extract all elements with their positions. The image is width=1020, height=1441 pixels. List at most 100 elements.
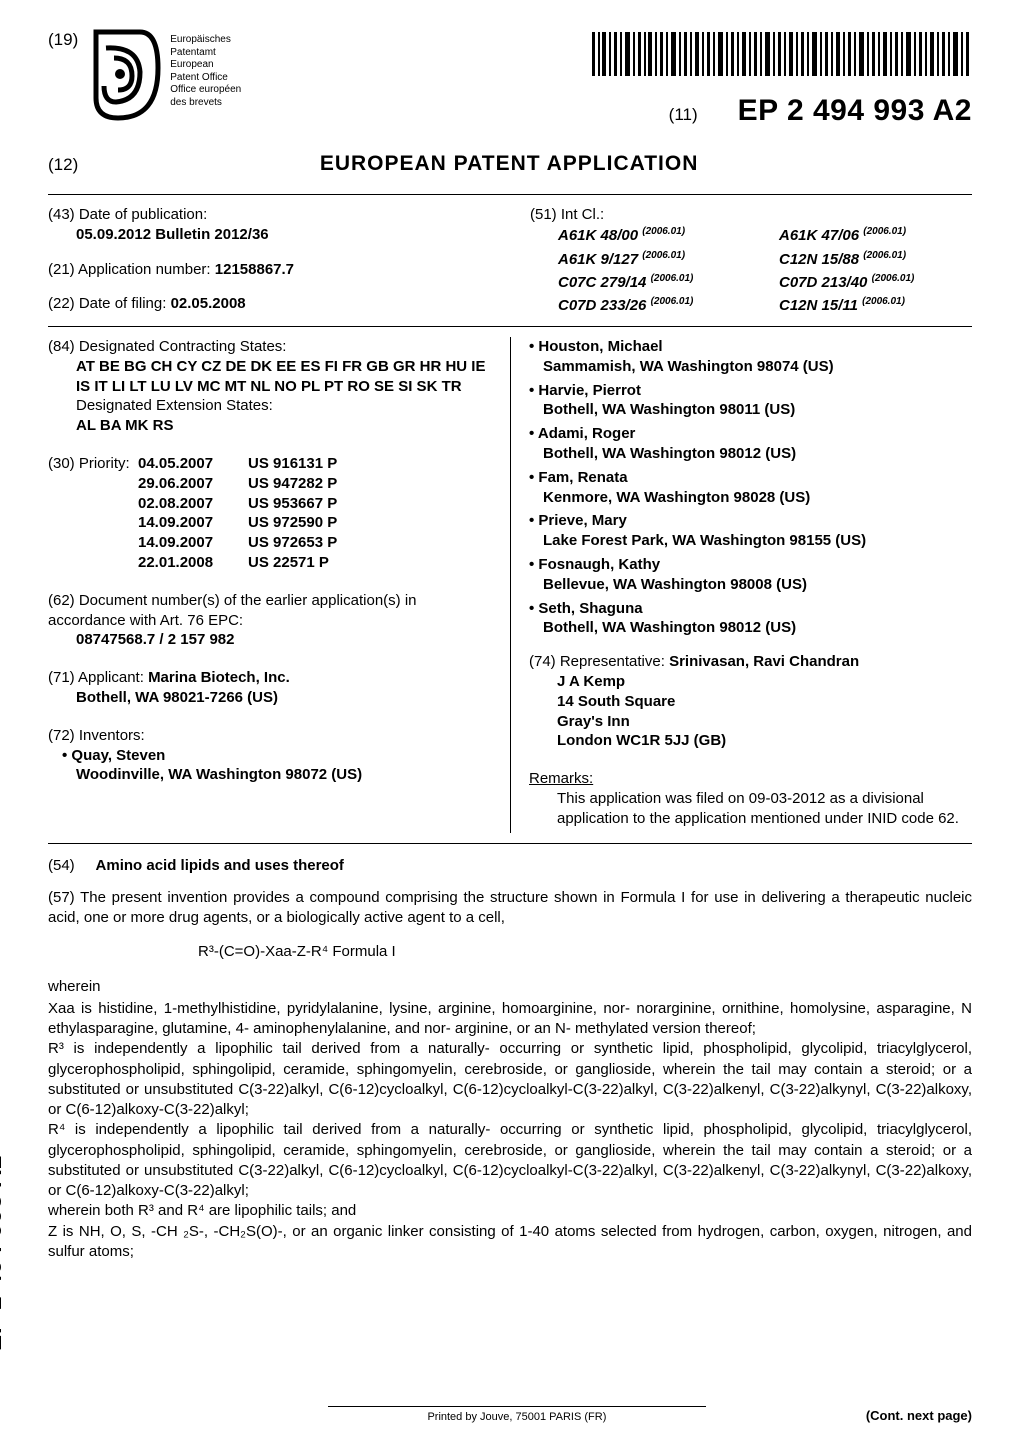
field-22-value: 02.05.2008: [171, 295, 246, 312]
field-72-label: (72) Inventors:: [48, 726, 492, 746]
inventor-item: Adami, RogerBothell, WA Washington 98012…: [529, 424, 972, 464]
field-84-ext-label: Designated Extension States:: [76, 396, 492, 416]
biblio-top-right: (51) Int Cl.: A61K 48/00 (2006.01)A61K 4…: [530, 205, 972, 318]
footer-cont: (Cont. next page): [866, 1408, 972, 1423]
priority-date: 14.09.2007: [138, 533, 248, 553]
doc-kind-row: (12) EUROPEAN PATENT APPLICATION: [48, 152, 972, 176]
biblio-right-column: Houston, MichaelSammamish, WA Washington…: [510, 337, 972, 833]
rule-mid: [48, 326, 972, 327]
inventor-name: Fosnaugh, Kathy: [529, 555, 972, 575]
rep-addr-line: 14 South Square: [557, 692, 972, 712]
priority-row: 04.05.2007US 916131 P: [138, 454, 337, 474]
section-54: (54) Amino acid lipids and uses thereof …: [48, 856, 972, 1263]
footer: Printed by Jouve, 75001 PARIS (FR) (Cont…: [0, 1406, 1020, 1423]
field-74: (74) Representative: Srinivasan, Ravi Ch…: [529, 652, 972, 751]
ipc-grid: A61K 48/00 (2006.01) A61K 47/06 (2006.01)…: [558, 225, 972, 316]
biblio-body: (84) Designated Contracting States: AT B…: [48, 337, 972, 833]
inventor-item: Seth, ShagunaBothell, WA Washington 9801…: [529, 599, 972, 639]
rule-top: [48, 194, 972, 195]
inventor-item: Quay, Steven Woodinville, WA Washington …: [62, 746, 492, 786]
invention-title-row: (54) Amino acid lipids and uses thereof: [48, 856, 972, 876]
abstract-lead: (57) The present invention provides a co…: [48, 888, 972, 929]
priority-row: 14.09.2007US 972590 P: [138, 513, 492, 533]
field-62-label: (62) Document number(s) of the earlier a…: [48, 591, 492, 631]
abstract-xaa: Xaa is histidine, 1-methylhistidine, pyr…: [48, 999, 972, 1040]
ipc-entry: A61K 47/06 (2006.01): [779, 225, 972, 246]
field-72: (72) Inventors: Quay, Steven Woodinville…: [48, 726, 492, 785]
ipc-entry: C12N 15/88 (2006.01): [779, 249, 972, 270]
abstract-formula: R³-(C=O)-Xaa-Z-R⁴ Formula I: [198, 942, 972, 962]
priority-row: 22.01.2008US 22571 P: [138, 553, 492, 573]
inventor-item: Fosnaugh, KathyBellevue, WA Washington 9…: [529, 555, 972, 595]
field-84-label: (84) Designated Contracting States:: [48, 337, 492, 357]
priority-number: US 22571 P: [248, 553, 329, 573]
priority-number: US 972653 P: [248, 533, 337, 553]
priority-number: US 947282 P: [248, 474, 337, 494]
inventor-name: Fam, Renata: [529, 468, 972, 488]
field-22: (22) Date of filing: 02.05.2008: [48, 294, 490, 314]
applicant-name: Marina Biotech, Inc.: [148, 669, 290, 686]
remarks-label: Remarks:: [529, 769, 972, 789]
field-51-label: (51) Int Cl.:: [530, 205, 972, 225]
ipc-entry: A61K 9/127 (2006.01): [558, 249, 751, 270]
field-84-states: AT BE BG CH CY CZ DE DK EE ES FI FR GB G…: [76, 357, 492, 397]
field-62: (62) Document number(s) of the earlier a…: [48, 591, 492, 650]
barcode-icon: [592, 32, 972, 76]
priority-date: 02.08.2007: [138, 494, 248, 514]
priority-date: 04.05.2007: [138, 454, 248, 474]
rep-addr-line: Gray's Inn: [557, 712, 972, 732]
footer-printed-by: Printed by Jouve, 75001 PARIS (FR): [328, 1406, 706, 1423]
inventor-name: Harvie, Pierrot: [529, 381, 972, 401]
field-22-label: (22) Date of filing:: [48, 295, 171, 312]
priority-number: US 953667 P: [248, 494, 337, 514]
inventor-addr: Sammamish, WA Washington 98074 (US): [543, 357, 972, 377]
ipc-entry: C07D 233/26 (2006.01): [558, 295, 751, 316]
field-62-value: 08747568.7 / 2 157 982: [76, 630, 492, 650]
inventor-addr: Bothell, WA Washington 98012 (US): [543, 618, 972, 638]
inventor-addr: Bellevue, WA Washington 98008 (US): [543, 575, 972, 595]
field-21-label: (21) Application number:: [48, 261, 215, 278]
priority-row: 02.08.2007US 953667 P: [138, 494, 492, 514]
biblio-top: (43) Date of publication: 05.09.2012 Bul…: [48, 205, 972, 318]
inventor-item: Houston, MichaelSammamish, WA Washington…: [529, 337, 972, 377]
ipc-entry: C12N 15/11 (2006.01): [779, 295, 972, 316]
inventor-item: Prieve, MaryLake Forest Park, WA Washing…: [529, 511, 972, 551]
abstract-r3: R³ is independently a lipophilic tail de…: [48, 1039, 972, 1120]
inventor-addr: Kenmore, WA Washington 98028 (US): [543, 488, 972, 508]
inid-54: (54): [48, 857, 75, 874]
priority-row: 14.09.2007US 972653 P: [138, 533, 492, 553]
priority-date: 22.01.2008: [138, 553, 248, 573]
invention-title: Amino acid lipids and uses thereof: [96, 857, 344, 874]
inventors-continued: Houston, MichaelSammamish, WA Washington…: [529, 337, 972, 638]
inventor-addr: Woodinville, WA Washington 98072 (US): [76, 765, 492, 785]
representative-name: Srinivasan, Ravi Chandran: [669, 653, 859, 670]
document-kind: EUROPEAN PATENT APPLICATION: [46, 152, 972, 176]
inventor-addr: Lake Forest Park, WA Washington 98155 (U…: [543, 531, 972, 551]
inventor-name: Houston, Michael: [529, 337, 972, 357]
ipc-entry: C07C 279/14 (2006.01): [558, 272, 751, 293]
spine-pubnum: EP 2 494 993 A2: [0, 1155, 8, 1351]
rule-bottom: [48, 843, 972, 844]
abstract-wherein: wherein: [48, 977, 972, 997]
priority-rest: 29.06.2007US 947282 P02.08.2007US 953667…: [138, 474, 492, 573]
priority-number: US 916131 P: [248, 454, 337, 474]
field-43-label: (43) Date of publication:: [48, 205, 490, 225]
field-43: (43) Date of publication: 05.09.2012 Bul…: [48, 205, 490, 246]
field-30-label: (30) Priority:: [48, 454, 138, 474]
office-line: European: [170, 59, 241, 72]
inventor-addr: Bothell, WA Washington 98012 (US): [543, 444, 972, 464]
epo-logo-text: Europäisches Patentamt European Patent O…: [170, 28, 241, 109]
biblio-left-column: (84) Designated Contracting States: AT B…: [48, 337, 510, 833]
office-line: Office européen: [170, 84, 241, 97]
field-74-label: (74) Representative:: [529, 653, 669, 670]
abstract-r4: R⁴ is independently a lipophilic tail de…: [48, 1120, 972, 1201]
remarks-text: This application was filed on 09-03-2012…: [557, 789, 972, 829]
field-21: (21) Application number: 12158867.7: [48, 260, 490, 280]
inventor-addr: Bothell, WA Washington 98011 (US): [543, 400, 972, 420]
inventor-item: Fam, RenataKenmore, WA Washington 98028 …: [529, 468, 972, 508]
publication-number: EP 2 494 993 A2: [738, 94, 972, 128]
ipc-entry: A61K 48/00 (2006.01): [558, 225, 751, 246]
header-left: (19) Europäisches Patentamt European Pat…: [48, 28, 241, 124]
office-line: des brevets: [170, 97, 241, 110]
inventor-item: Harvie, PierrotBothell, WA Washington 98…: [529, 381, 972, 421]
